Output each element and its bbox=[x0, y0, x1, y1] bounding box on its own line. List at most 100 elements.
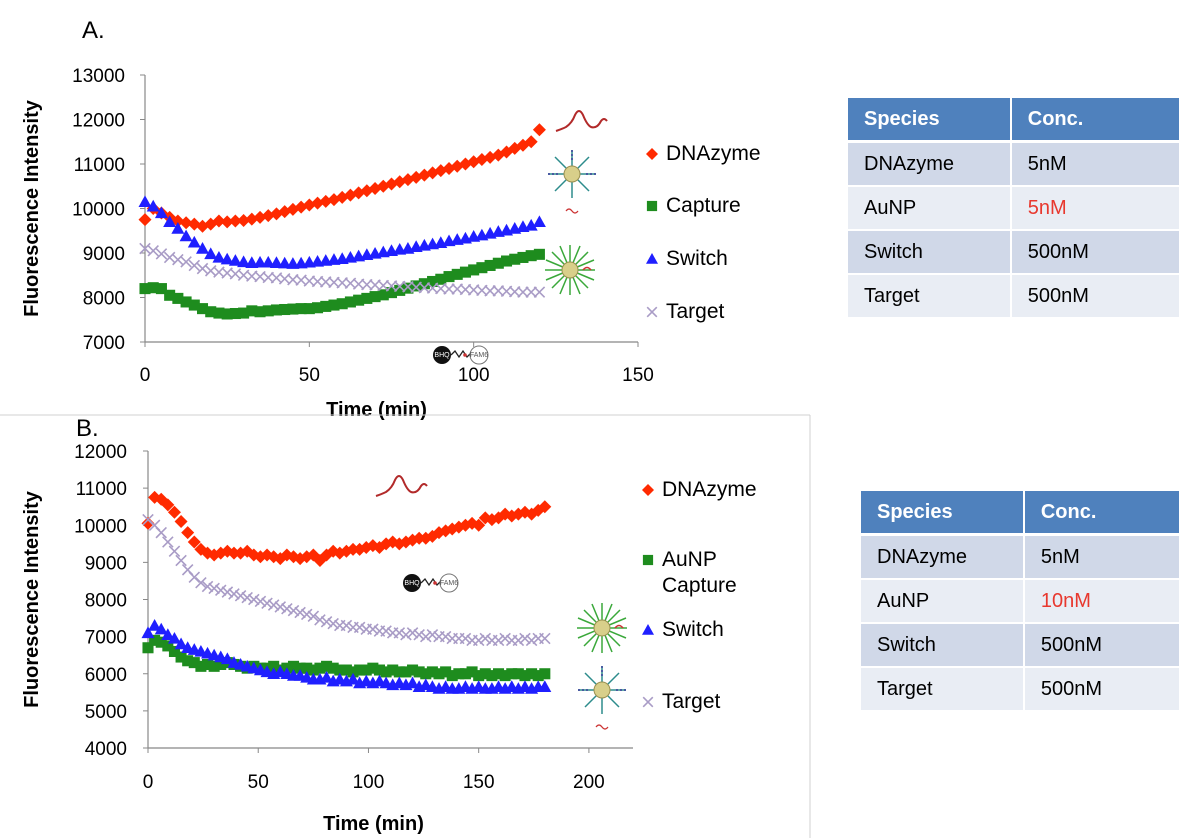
data-point bbox=[163, 215, 177, 228]
data-point bbox=[139, 283, 151, 295]
y-tick-label: 6000 bbox=[85, 665, 127, 686]
table-row: Target 500nM bbox=[861, 667, 1181, 712]
data-point bbox=[420, 630, 432, 643]
data-point bbox=[254, 595, 267, 608]
x-tick-label: 50 bbox=[248, 772, 269, 793]
data-point bbox=[154, 206, 168, 219]
legend-marker bbox=[646, 306, 658, 318]
legend-label: DNAzyme bbox=[666, 142, 761, 165]
data-point bbox=[175, 651, 187, 663]
data-point bbox=[221, 308, 233, 320]
series-dnazyme bbox=[138, 123, 546, 233]
data-point bbox=[278, 256, 292, 269]
legend-label: Target bbox=[666, 300, 725, 323]
chart-a: 7000 8000 9000 10000 11000 12000 13000 0 50 100 15… bbox=[21, 66, 761, 421]
data-point bbox=[443, 271, 455, 283]
data-point bbox=[427, 275, 439, 288]
series-target bbox=[139, 242, 546, 298]
x-tick-label: 150 bbox=[463, 772, 495, 793]
data-point bbox=[418, 278, 430, 290]
table-header-conc: Conc. bbox=[1023, 491, 1181, 536]
capture-nanoparticle-icon-b bbox=[578, 666, 626, 730]
data-point bbox=[149, 634, 161, 646]
data-point bbox=[525, 250, 537, 262]
data-point bbox=[393, 666, 405, 678]
data-point bbox=[155, 283, 167, 295]
data-point bbox=[148, 618, 162, 631]
data-point bbox=[267, 599, 280, 611]
data-point bbox=[287, 660, 300, 672]
data-point bbox=[336, 298, 348, 310]
data-point bbox=[499, 670, 511, 682]
data-point bbox=[294, 662, 306, 674]
data-point bbox=[413, 629, 425, 641]
data-point bbox=[228, 254, 242, 266]
data-point bbox=[320, 300, 332, 312]
data-point bbox=[270, 304, 282, 316]
data-point bbox=[214, 584, 227, 596]
data-point bbox=[440, 666, 452, 678]
data-point bbox=[188, 299, 200, 311]
table-cell-species: AuNP bbox=[848, 186, 1012, 231]
y-tick-label: 11000 bbox=[74, 155, 125, 176]
series-target bbox=[142, 513, 551, 647]
data-point bbox=[138, 195, 152, 208]
data-point bbox=[446, 670, 458, 682]
table-cell-conc: 5nM bbox=[1010, 141, 1181, 187]
data-point bbox=[253, 255, 267, 268]
data-point bbox=[208, 660, 220, 672]
data-point bbox=[294, 606, 306, 619]
table-header-row: Species Conc. bbox=[861, 491, 1181, 536]
y-tick-label: 5000 bbox=[85, 702, 127, 723]
x-axis-title: Time (min) bbox=[326, 399, 427, 421]
data-point bbox=[367, 623, 379, 635]
data-point bbox=[262, 305, 274, 317]
data-point bbox=[499, 632, 511, 645]
data-point bbox=[320, 616, 333, 628]
dnazyme-icon-b bbox=[375, 475, 428, 497]
table-row: Target 500nM bbox=[848, 274, 1181, 319]
data-point bbox=[387, 664, 399, 676]
data-point bbox=[506, 668, 518, 680]
concentration-table-a: Species Conc. DNAzyme 5nM AuNP 5nM Switc… bbox=[848, 98, 1181, 319]
data-point bbox=[433, 668, 445, 680]
data-point bbox=[188, 259, 201, 272]
table-cell-conc-highlighted: 10nM bbox=[1023, 579, 1181, 624]
data-point bbox=[227, 546, 241, 560]
x-tick-label: 100 bbox=[458, 365, 490, 386]
data-point bbox=[205, 306, 217, 318]
data-point bbox=[344, 296, 356, 308]
data-point bbox=[472, 634, 485, 647]
data-point bbox=[373, 664, 386, 676]
data-point bbox=[346, 672, 360, 685]
data-point bbox=[228, 214, 242, 228]
data-point bbox=[367, 662, 379, 674]
fluorophore-label-b: FAM6 bbox=[440, 580, 458, 587]
data-point bbox=[501, 255, 513, 267]
data-point bbox=[295, 303, 307, 315]
table-cell-species: AuNP bbox=[861, 579, 1025, 624]
data-point bbox=[340, 664, 352, 676]
data-point bbox=[492, 668, 505, 680]
data-point bbox=[201, 580, 214, 593]
data-point bbox=[161, 628, 175, 640]
data-point bbox=[167, 631, 181, 644]
data-point bbox=[301, 662, 313, 674]
data-point bbox=[526, 668, 538, 680]
table-cell-conc: 500nM bbox=[1010, 230, 1181, 275]
table-row: AuNP 5nM bbox=[848, 186, 1181, 231]
beacon-icon-a: BHQ FAM6 bbox=[433, 345, 489, 365]
data-point bbox=[538, 500, 552, 514]
data-point bbox=[204, 247, 218, 260]
table-header-conc: Conc. bbox=[1010, 98, 1181, 143]
x-tick-label: 50 bbox=[299, 365, 320, 386]
data-point bbox=[154, 622, 168, 635]
data-point bbox=[221, 586, 234, 598]
data-point bbox=[420, 668, 432, 680]
y-tick-label: 12000 bbox=[74, 442, 127, 463]
data-point bbox=[539, 668, 551, 680]
data-point bbox=[509, 253, 521, 265]
data-point bbox=[402, 282, 414, 294]
data-point bbox=[380, 625, 392, 637]
